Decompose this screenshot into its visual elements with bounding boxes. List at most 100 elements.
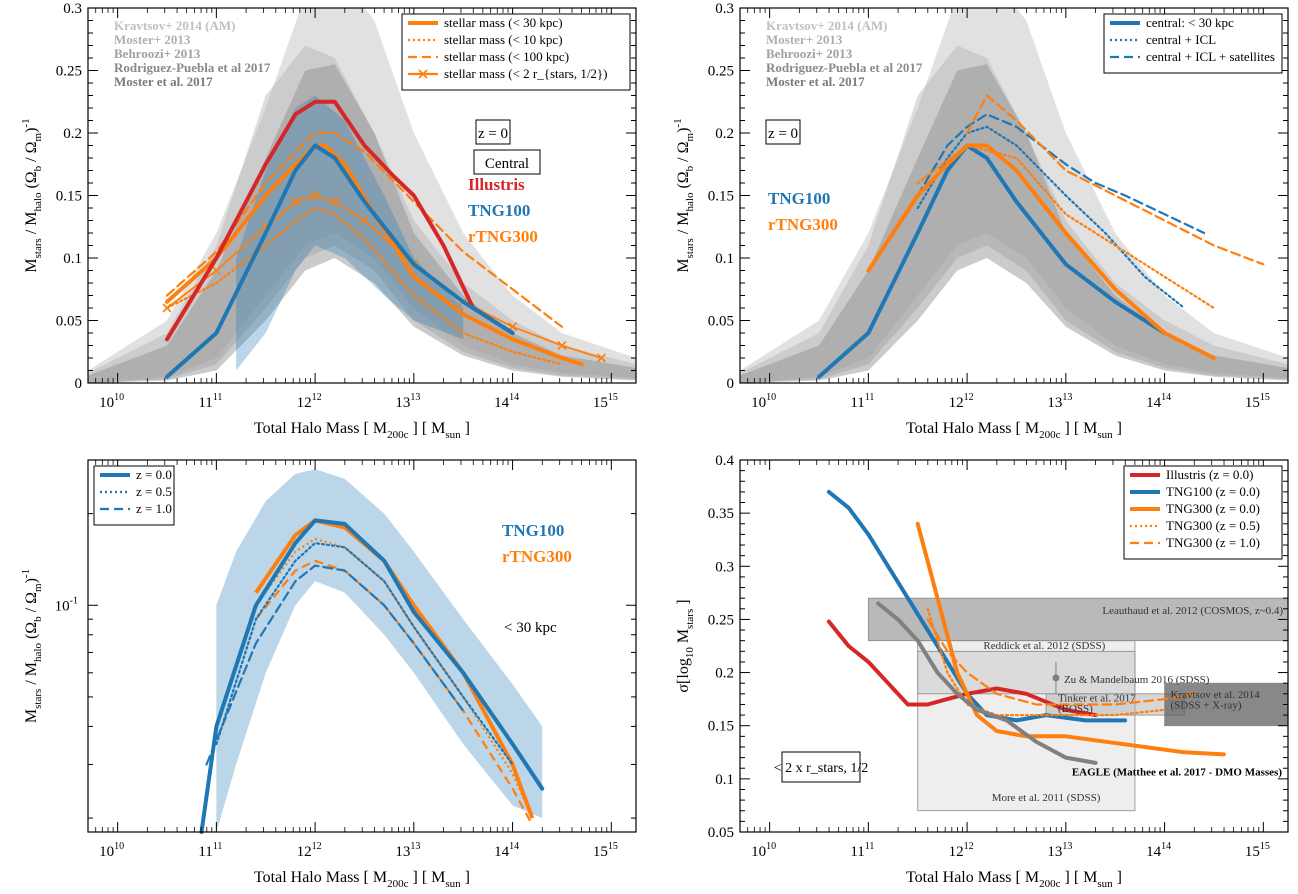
observation-label: Leauthaud et al. 2012 (COSMOS, z~0.4) bbox=[1102, 605, 1283, 617]
x-axis-label-part: ] [ M bbox=[1060, 420, 1097, 437]
legend-label: Illustris (z = 0.0) bbox=[1166, 467, 1253, 482]
observation-label: More et al. 2011 (SDSS) bbox=[992, 792, 1101, 804]
y-axis-label-part: b bbox=[32, 616, 44, 622]
x-tick-exponent: 14 bbox=[1161, 392, 1171, 403]
y-axis-label-part: halo bbox=[684, 192, 696, 211]
y-axis-label-part: stars bbox=[32, 689, 44, 709]
series-line bbox=[166, 194, 603, 359]
model-label: Rodriguez-Puebla et al 2017 bbox=[114, 60, 271, 75]
series-marker bbox=[290, 197, 300, 207]
y-axis-label-part: m bbox=[32, 583, 44, 592]
x-tick-exponent: 13 bbox=[410, 392, 420, 403]
x-axis-label-part: Total Halo Mass [ M bbox=[254, 869, 387, 886]
series-line bbox=[916, 144, 1215, 310]
x-axis-label-part: ] bbox=[461, 869, 470, 886]
model-label: Moster+ 2013 bbox=[114, 32, 191, 47]
panel-top-left: 1010 1111 1212 1313 1414 1515 0 0.05 0.1 0.15 0.2 0… bbox=[20, 1, 637, 441]
legend-label: z = 1.0 bbox=[136, 501, 172, 516]
y-axis-label-part: / Ω bbox=[23, 141, 40, 165]
y-axis-label-part: 10 bbox=[684, 647, 696, 659]
x-axis-label: Total Halo Mass [ M200c ] [ Msun ] bbox=[254, 420, 470, 441]
y-tick-label: 10-1 bbox=[55, 595, 78, 614]
x-tick-exponent: 11 bbox=[865, 841, 875, 852]
y-axis-label-part: M bbox=[675, 258, 692, 272]
x-tick-label: 1414 bbox=[1146, 841, 1171, 860]
x-tick-label: 1212 bbox=[949, 392, 974, 411]
series-line bbox=[165, 143, 584, 367]
y-axis-label-part: ] bbox=[675, 599, 692, 608]
series-line bbox=[165, 131, 563, 328]
x-axis-label-part: 200c bbox=[1039, 429, 1061, 441]
observation-label: Tinker et al. 2017 bbox=[1058, 692, 1136, 704]
annotation-box bbox=[781, 751, 861, 783]
model-label: Behroozi+ 2013 bbox=[114, 46, 201, 61]
annotation: < 30 kpc bbox=[504, 620, 557, 636]
y-axis-label-part: stars bbox=[684, 609, 696, 629]
y-axis-label-part: / M bbox=[23, 662, 40, 689]
x-tick-exponent: 15 bbox=[608, 392, 618, 403]
x-tick-exponent: 10 bbox=[766, 392, 776, 403]
observation-box bbox=[1164, 682, 1289, 727]
series-line bbox=[876, 601, 1098, 765]
y-tick-exponent: -1 bbox=[70, 595, 78, 606]
tng100-scatter-band bbox=[216, 469, 543, 832]
y-axis-label-part: b bbox=[684, 165, 696, 171]
series-line bbox=[215, 542, 514, 766]
x-tick-exponent: 14 bbox=[1161, 841, 1171, 852]
y-tick-label: 0.15 bbox=[708, 719, 734, 735]
series-marker bbox=[211, 265, 221, 276]
x-tick-label: 1313 bbox=[1047, 841, 1072, 860]
x-tick-label: 1515 bbox=[1245, 392, 1270, 411]
x-axis-label-part: Total Halo Mass [ M bbox=[906, 420, 1039, 437]
x-tick-exponent: 11 bbox=[865, 392, 875, 403]
x-tick-label: 1010 bbox=[751, 392, 776, 411]
obs-point bbox=[1052, 674, 1060, 682]
y-tick-label: 0.1 bbox=[715, 772, 734, 788]
legend-label: stellar mass (< 10 kpc) bbox=[444, 32, 563, 47]
y-axis-label: Mstars / Mhalo (Ωb / Ωm)-1 bbox=[20, 569, 44, 723]
x-tick-label: 1313 bbox=[1047, 392, 1072, 411]
y-axis-label-part: M bbox=[675, 629, 692, 647]
x-tick-exponent: 15 bbox=[608, 841, 618, 852]
y-axis-label-part: / M bbox=[675, 212, 692, 239]
band-rodriguez bbox=[740, 64, 1288, 383]
x-axis-label-part: 200c bbox=[387, 429, 409, 441]
series-line bbox=[866, 143, 1216, 360]
y-axis-label-part: -1 bbox=[20, 118, 32, 127]
x-tick-exponent: 10 bbox=[766, 841, 776, 852]
y-tick-label: 0.05 bbox=[708, 825, 734, 841]
legend-label: central: < 30 kpc bbox=[1146, 15, 1234, 30]
x-tick-label: 1515 bbox=[593, 392, 618, 411]
x-tick-exponent: 12 bbox=[312, 392, 322, 403]
legend-label: TNG300 (z = 1.0) bbox=[1166, 535, 1260, 550]
y-axis-label-part: σ[log bbox=[675, 658, 692, 692]
x-tick-label: 1010 bbox=[99, 841, 124, 860]
series-line bbox=[817, 143, 1167, 379]
y-tick-label: 0.25 bbox=[56, 64, 82, 80]
y-tick-label: 0.05 bbox=[56, 314, 82, 330]
legend-label: TNG300 (z = 0.5) bbox=[1166, 518, 1260, 533]
y-axis-label-part: / M bbox=[23, 212, 40, 239]
y-tick-label: 0.1 bbox=[715, 251, 734, 267]
x-tick-exponent: 14 bbox=[509, 841, 519, 852]
legend-label: stellar mass (< 30 kpc) bbox=[444, 15, 563, 30]
x-tick-label: 1515 bbox=[1245, 841, 1270, 860]
series-line bbox=[165, 99, 515, 342]
series-line bbox=[199, 518, 545, 834]
band-moster bbox=[740, 45, 1288, 383]
legend-label: TNG300 (z = 0.0) bbox=[1166, 501, 1260, 516]
y-tick-label: 0.2 bbox=[63, 126, 82, 142]
series-marker bbox=[330, 197, 340, 207]
y-axis-label-part: ) bbox=[23, 128, 40, 133]
annotation: z = 0 bbox=[478, 126, 508, 142]
x-axis-label: Total Halo Mass [ M200c ] [ Msun ] bbox=[906, 420, 1122, 441]
x-tick-exponent: 12 bbox=[312, 841, 322, 852]
y-tick-label: 0 bbox=[727, 376, 735, 392]
x-axis-label-part: sun bbox=[445, 429, 461, 441]
x-tick-label: 1313 bbox=[395, 841, 420, 860]
y-tick-label: 0.3 bbox=[63, 1, 82, 17]
legend-label: stellar mass (< 100 kpc) bbox=[444, 49, 569, 64]
x-tick-label: 1414 bbox=[494, 392, 519, 411]
x-tick-label: 1515 bbox=[593, 841, 618, 860]
